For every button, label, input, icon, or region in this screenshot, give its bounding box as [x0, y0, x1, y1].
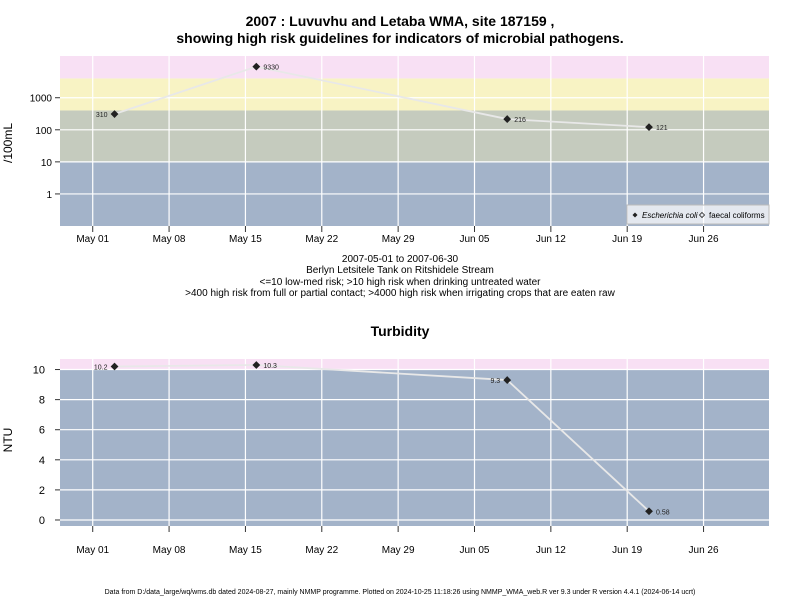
risk-band-1	[60, 369, 769, 526]
data-point	[110, 110, 119, 118]
y-tick-label: 8	[39, 395, 45, 407]
site-name-caption: Berlyn Letsitele Tank on Ritshidele Stre…	[306, 265, 494, 276]
legend-box	[626, 204, 770, 225]
x-tick-label: May 01	[76, 545, 109, 556]
risk-band-2	[60, 110, 769, 162]
legend-marker-ecoli	[632, 212, 638, 218]
data-label: 9.3	[490, 378, 500, 385]
data-label: 216	[514, 117, 526, 124]
risk-band-2	[60, 359, 769, 370]
legend-label-faecal: faecal coliforms	[709, 211, 765, 220]
data-label: 310	[96, 112, 108, 119]
footer-note: Data from D:/data_large/wq/wms.db dated …	[104, 589, 696, 596]
x-tick-label: May 08	[153, 234, 186, 245]
data-label: 10.2	[94, 365, 108, 372]
risk-caption-line2: >400 high risk from full or partial cont…	[185, 288, 615, 299]
data-point	[503, 115, 512, 123]
x-tick-label: Jun 19	[612, 545, 642, 556]
data-point	[645, 123, 653, 132]
series-line	[114, 65, 650, 129]
series-line	[114, 364, 650, 512]
y-tick-label: 1000	[30, 94, 53, 105]
x-tick-label: May 22	[305, 234, 338, 245]
x-tick-label: Jun 05	[459, 545, 489, 556]
data-point	[252, 62, 261, 71]
data-label: 10.3	[263, 363, 277, 370]
x-tick-label: May 29	[382, 234, 415, 245]
x-tick-label: May 22	[305, 545, 338, 556]
x-tick-label: May 01	[76, 234, 109, 245]
data-label: 9330	[263, 65, 279, 72]
legend-marker-faecal	[698, 211, 706, 219]
x-tick-label: Jun 26	[689, 234, 719, 245]
y-tick-label: 6	[39, 425, 45, 437]
main-title-line2: showing high risk guidelines for indicat…	[176, 30, 624, 46]
y-tick-label: 10	[33, 365, 45, 377]
x-tick-label: Jun 19	[612, 234, 642, 245]
y-tick-label: 10	[41, 158, 53, 169]
y-tick-label: 4	[39, 455, 45, 467]
turbidity-title: Turbidity	[370, 323, 430, 339]
x-tick-label: May 08	[153, 545, 186, 556]
data-point	[252, 361, 261, 369]
risk-band-4	[60, 56, 769, 79]
date-range-caption: 2007-05-01 to 2007-06-30	[341, 254, 459, 265]
risk-caption-line1: <=10 low-med risk; >10 high risk when dr…	[259, 277, 541, 288]
x-tick-label: May 29	[382, 545, 415, 556]
risk-band-3	[60, 78, 769, 111]
y-tick-label: 2	[39, 485, 45, 497]
y-axis-label: /100mL	[1, 123, 15, 163]
x-tick-label: May 15	[229, 545, 262, 556]
data-point	[110, 362, 119, 371]
x-tick-label: Jun 05	[459, 234, 489, 245]
data-label: 121	[656, 125, 668, 132]
data-point	[503, 376, 512, 384]
data-label: 0.58	[656, 509, 670, 516]
y-axis-label: NTU	[1, 428, 15, 453]
y-tick-label: 100	[35, 126, 52, 137]
data-point	[645, 507, 653, 516]
x-tick-label: Jun 12	[536, 545, 566, 556]
x-tick-label: Jun 12	[536, 234, 566, 245]
y-tick-label: 1	[46, 190, 52, 201]
legend-label-ecoli: Escherichia coli	[642, 211, 698, 220]
x-tick-label: May 15	[229, 234, 262, 245]
x-tick-label: Jun 26	[689, 545, 719, 556]
main-title-line1: 2007 : Luvuvhu and Letaba WMA, site 1871…	[245, 13, 555, 29]
y-tick-label: 0	[39, 515, 45, 527]
